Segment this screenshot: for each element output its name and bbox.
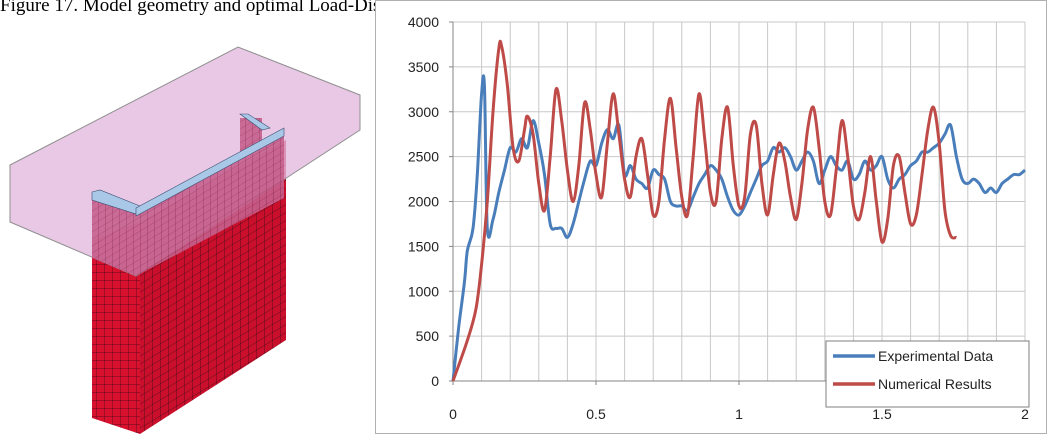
y-tick-label: 2500 (408, 149, 439, 165)
series-line-numerical (451, 39, 957, 382)
y-tick-label: 4000 (408, 14, 439, 30)
y-tick-label: 0 (431, 373, 439, 389)
y-tick-label: 2000 (408, 194, 439, 210)
channel-upper (91, 113, 285, 276)
load-displacement-chart: 0 500 1000 1500 2000 2500 3000 3500 4000 0 0.5 1 1.… (375, 0, 1047, 434)
y-tick-label: 1500 (408, 238, 439, 254)
legend-label-experimental: Experimental Data (878, 348, 993, 364)
y-axis-ticks: 0 500 1000 1500 2000 2500 3000 3500 4000 (408, 14, 453, 389)
x-tick-label: 1 (735, 406, 743, 422)
y-tick-label: 1000 (408, 283, 439, 299)
channel-web-upper (136, 134, 284, 276)
model-geometry (9, 46, 361, 434)
y-tick-label: 500 (416, 328, 440, 344)
x-tick-label: 1.5 (872, 406, 892, 422)
channel-back-wall (92, 196, 136, 276)
legend-box (825, 340, 1030, 408)
lip-top-edge (239, 113, 271, 131)
x-tick-label: 0.5 (586, 406, 606, 422)
y-tick-label: 3500 (408, 59, 439, 75)
legend-label-numerical: Numerical Results (878, 376, 992, 392)
legend: Experimental Data Numerical Results (825, 340, 1030, 408)
flange-top-edge (135, 127, 285, 217)
series-line-experimental (451, 74, 1026, 382)
channel-web-front (92, 222, 140, 434)
y-tick-label: 3000 (408, 104, 439, 120)
x-tick-label: 2 (1021, 406, 1029, 422)
series (451, 39, 1026, 382)
x-tick-label: 0 (449, 406, 457, 422)
